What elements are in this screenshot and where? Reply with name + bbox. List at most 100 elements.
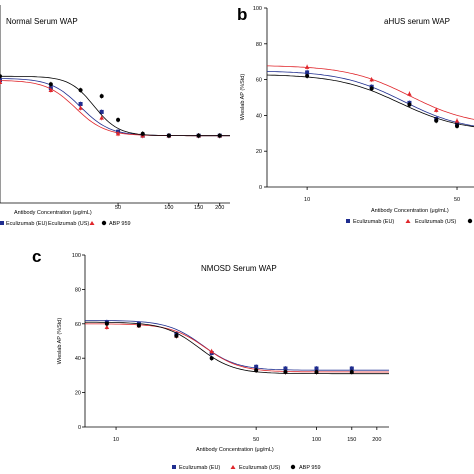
x-tick-label: 200: [215, 205, 224, 211]
data-point-abp: [209, 356, 214, 361]
data-point-us: [454, 118, 460, 123]
panel-c-x-axis-label: Antibody Concentration (μg/mL): [196, 447, 274, 453]
legend-eu-marker: [0, 221, 4, 225]
data-point-eu: [349, 366, 354, 371]
legend-us-label: Eculizumab (US): [239, 465, 280, 471]
fit-curve-abp: [266, 74, 474, 128]
x-tick-label: 100: [312, 437, 321, 443]
legend-us-marker: [405, 219, 411, 223]
data-point-eu: [78, 102, 83, 106]
data-point-abp: [174, 333, 179, 338]
data-point-abp: [48, 82, 53, 87]
x-tick-label: 150: [194, 205, 203, 211]
data-point-us: [48, 87, 54, 92]
fit-curve-us: [267, 65, 474, 120]
legend-eu-label: Eculizumab (EU): [179, 465, 220, 471]
data-point-abp: [283, 369, 288, 374]
panel-b-legend: Eculizumab (EU) Eculizumab (US): [346, 218, 473, 225]
legend-eu-label: Eculizumab (EU): [353, 219, 394, 225]
y-tick-label: 80: [256, 42, 262, 48]
data-point-us: [78, 105, 83, 110]
legend-us-marker: [89, 221, 95, 225]
panel-b-letter: b: [237, 5, 247, 24]
data-point-us: [99, 115, 104, 120]
x-tick-label: 200: [372, 437, 381, 443]
x-tick-label: 50: [454, 197, 460, 203]
x-tick-label: 50: [115, 205, 121, 211]
legend-abp-label: ABP 959: [109, 221, 131, 227]
data-point-abp: [0, 74, 2, 79]
data-point-eu: [314, 366, 319, 371]
panel-a-legend: Eculizumab (EU) Eculizumab (US) ABP 959: [0, 220, 131, 227]
legend-eu-label: Eculizumab (EU): [6, 221, 47, 227]
y-tick-label: 80: [75, 287, 81, 293]
data-point-abp: [99, 94, 104, 99]
data-point-abp: [349, 369, 354, 374]
x-tick-label: 10: [113, 437, 119, 443]
data-point-us: [209, 349, 214, 354]
y-tick-label: 40: [256, 113, 262, 119]
y-tick-label: 100: [72, 253, 81, 259]
data-point-us: [304, 64, 310, 69]
data-point-abp: [140, 131, 145, 136]
legend-abp-marker: [467, 218, 473, 224]
data-point-eu: [305, 70, 310, 75]
data-point-abp: [166, 133, 171, 138]
panel-nmosd-serum: c Wieslab AP (%Std) NMOSD Serum WAP Anti…: [32, 247, 389, 471]
y-tick-label: 100: [253, 6, 262, 12]
fit-curve-us: [0, 80, 230, 137]
x-tick-label: 50: [253, 437, 259, 443]
data-point-us: [0, 79, 3, 85]
legend-abp-label: ABP 959: [299, 465, 321, 471]
panel-b-x-axis-label: Antibody Concentration (μg/mL): [371, 208, 449, 214]
data-point-abp: [116, 117, 121, 122]
data-point-abp: [217, 133, 222, 138]
y-tick-label: 20: [75, 391, 81, 397]
data-point-abp: [196, 133, 201, 138]
data-point-abp: [78, 88, 83, 93]
fit-curve-abp: [85, 321, 389, 375]
data-point-us: [115, 131, 121, 136]
data-point-abp: [434, 118, 439, 123]
data-point-abp: [314, 369, 319, 374]
data-point-us: [433, 107, 439, 112]
fit-curve-abp: [0, 75, 230, 137]
data-point-abp: [136, 323, 141, 328]
legend-eu-marker: [172, 465, 176, 469]
x-tick-label: 100: [164, 205, 173, 211]
data-point-abp: [369, 86, 374, 91]
panel-c-letter: c: [32, 247, 41, 266]
panel-b-y-axis-label: Wieslab AP (%Std): [240, 74, 246, 121]
y-tick-label: 40: [75, 356, 81, 362]
legend-us-marker: [230, 465, 236, 469]
legend-us-label: Eculizumab (US): [415, 219, 456, 225]
y-tick-label: 20: [256, 149, 262, 155]
y-tick-label: 0: [259, 185, 262, 191]
legend-eu-marker: [346, 219, 350, 223]
data-point-eu: [283, 366, 288, 371]
data-point-abp: [104, 321, 109, 326]
data-point-abp: [455, 124, 460, 129]
legend-us-label: Eculizumab (US): [48, 221, 89, 227]
data-point-abp: [254, 368, 259, 373]
y-tick-label: 60: [256, 78, 262, 84]
panel-ahus-serum: b Wieslab AP (%Std) aHUS serum WAP Antib…: [237, 5, 474, 225]
panel-c-y-axis-label: Wieslab AP (%Std): [57, 318, 63, 365]
data-point-abp: [407, 102, 412, 107]
y-tick-label: 60: [75, 322, 81, 328]
panel-c-title: NMOSD Serum WAP: [201, 264, 277, 273]
data-point-eu: [254, 364, 259, 369]
panel-a-title: Normal Serum WAP: [6, 17, 78, 26]
x-tick-label: 150: [347, 437, 356, 443]
panel-normal-serum: Normal Serum WAP Antibody Concentration …: [0, 5, 230, 227]
fit-curve-eu: [85, 320, 389, 371]
fit-curve-us: [84, 323, 389, 373]
legend-abp-marker: [101, 220, 107, 226]
panel-c-legend: Eculizumab (EU) Eculizumab (US) ABP 959: [172, 464, 321, 471]
data-point-eu: [99, 109, 104, 114]
data-point-us: [369, 77, 374, 82]
panel-b-title: aHUS serum WAP: [384, 17, 450, 26]
data-point-us: [104, 324, 110, 330]
data-point-us: [407, 91, 412, 96]
